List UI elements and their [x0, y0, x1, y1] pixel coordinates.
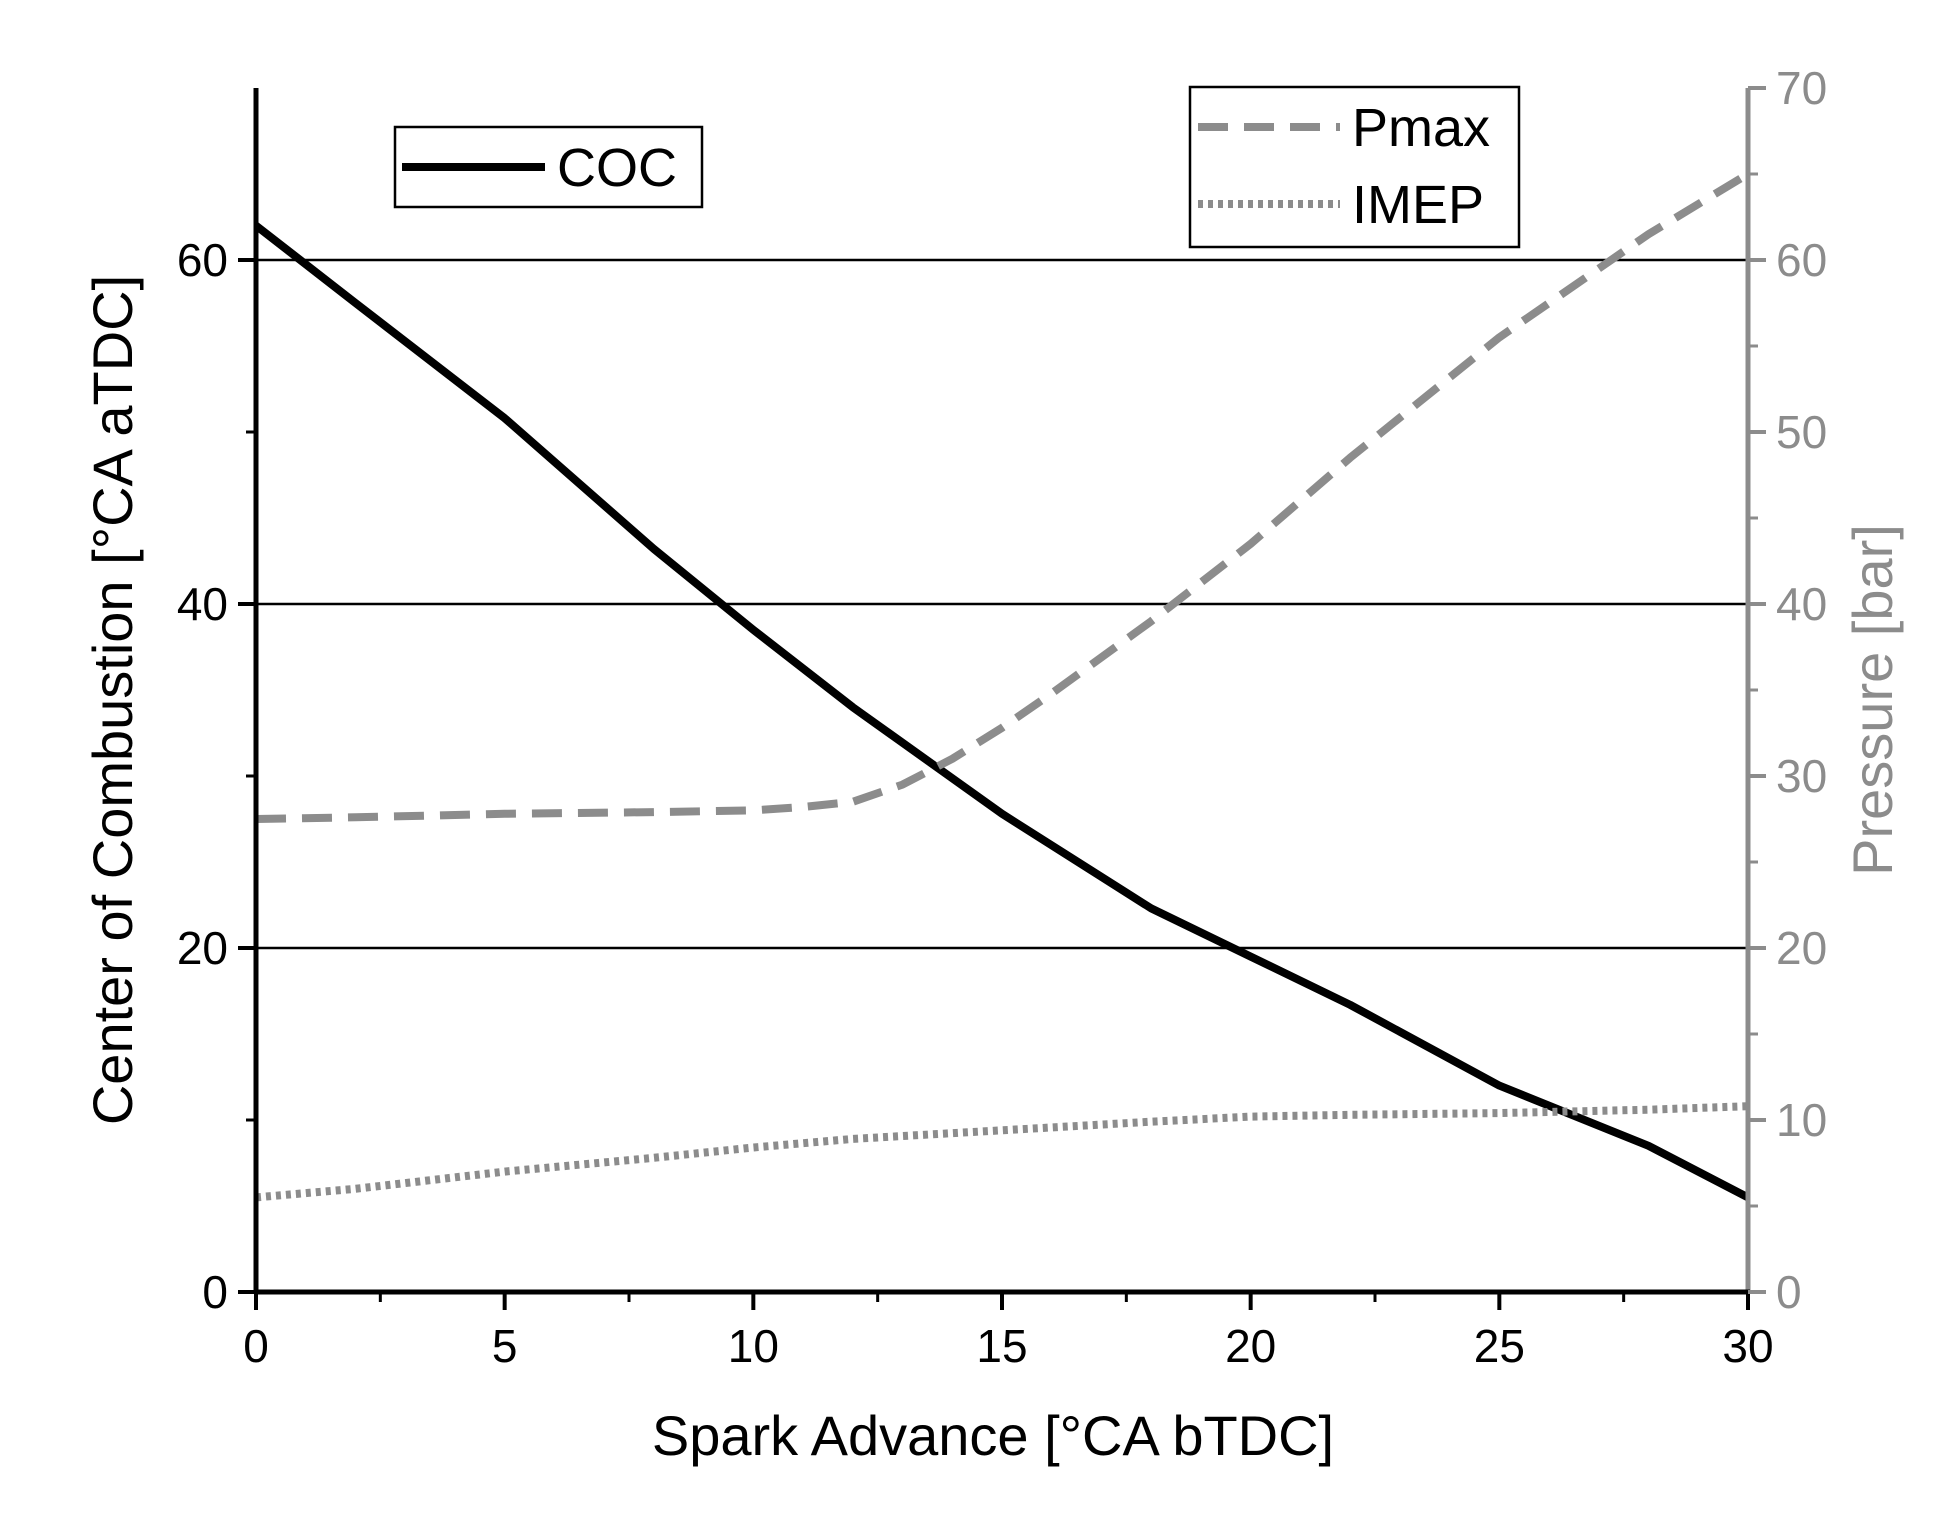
y-left-tick-label-20: 20: [177, 922, 228, 974]
x-tick-label-30: 30: [1722, 1320, 1773, 1372]
x-tick-label-5: 5: [492, 1320, 518, 1372]
legend-coc-label: COC: [557, 138, 677, 198]
x-axis-title: Spark Advance [°CA bTDC]: [652, 1404, 1334, 1467]
x-tick-label-0: 0: [243, 1320, 269, 1372]
y-left-tick-label-60: 60: [177, 234, 228, 286]
y-right-tick-label-40: 40: [1776, 578, 1827, 630]
y-axis-left-title: Center of Combustion [°CA aTDC]: [81, 275, 144, 1125]
series-line-imep: [255, 1102, 1749, 1202]
gridlines: [256, 258, 1748, 950]
y-right-tick-label-20: 20: [1776, 922, 1827, 974]
legend-pmax-label: Pmax: [1352, 98, 1490, 158]
y-right-tick-label-60: 60: [1776, 234, 1827, 286]
series-line-coc: [253, 222, 1750, 1201]
legend-right-box: [1188, 85, 1521, 249]
y-axis-right-title: Pressure [bar]: [1841, 524, 1904, 876]
y-left-tick-label-0: 0: [202, 1266, 228, 1318]
y-left-tick-label-40: 40: [177, 578, 228, 630]
legend-left-box: [393, 125, 704, 209]
series-line-pmax: [255, 170, 1751, 823]
y-right-tick-label-0: 0: [1776, 1266, 1802, 1318]
y-right-tick-label-70: 70: [1776, 62, 1827, 114]
x-tick-label-25: 25: [1474, 1320, 1525, 1372]
legend-imep-label: IMEP: [1352, 175, 1484, 235]
series-layer: [253, 170, 1751, 1202]
legend-left: COC: [393, 125, 704, 209]
y-right-tick-label-50: 50: [1776, 406, 1827, 458]
x-tick-label-20: 20: [1225, 1320, 1276, 1372]
legend-right: Pmax IMEP: [1188, 85, 1521, 249]
x-tick-label-15: 15: [976, 1320, 1027, 1372]
x-tick-label-10: 10: [728, 1320, 779, 1372]
y-right-tick-label-10: 10: [1776, 1094, 1827, 1146]
y-right-tick-label-30: 30: [1776, 750, 1827, 802]
